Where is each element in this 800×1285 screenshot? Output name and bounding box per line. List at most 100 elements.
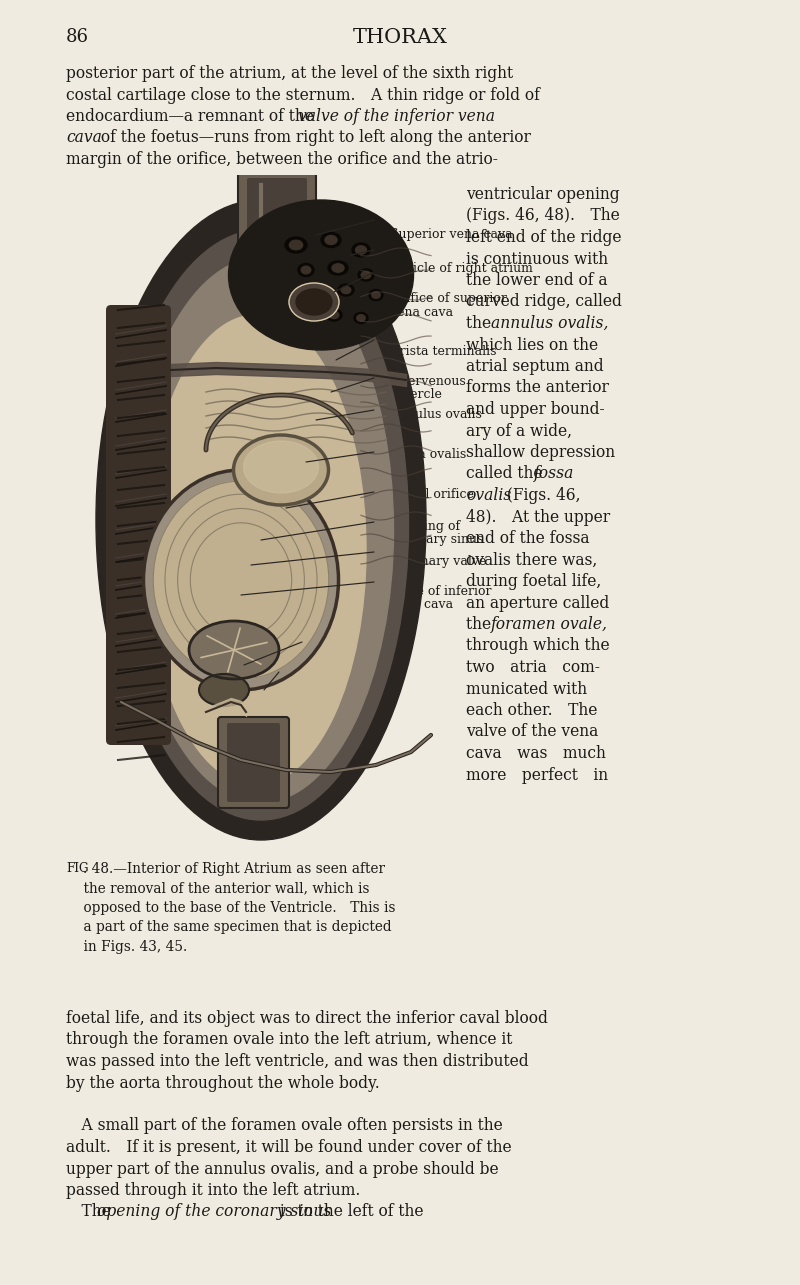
- Text: shallow depression: shallow depression: [466, 445, 615, 461]
- Ellipse shape: [325, 235, 337, 244]
- Text: Opening of: Opening of: [390, 520, 460, 533]
- Text: Coronary valve: Coronary valve: [390, 555, 486, 568]
- Text: vena cava: vena cava: [390, 599, 453, 612]
- Text: called the: called the: [466, 465, 547, 482]
- Text: passed through it into the left atrium.: passed through it into the left atrium.: [66, 1182, 360, 1199]
- Text: . 48.—Interior of Right Atrium as seen after: . 48.—Interior of Right Atrium as seen a…: [83, 862, 386, 876]
- Ellipse shape: [285, 236, 307, 253]
- Ellipse shape: [297, 306, 315, 319]
- Text: is to the left of the: is to the left of the: [275, 1204, 424, 1221]
- Text: 48). At the upper: 48). At the upper: [466, 509, 610, 526]
- Text: Superior vena cava: Superior vena cava: [390, 227, 513, 242]
- Text: curved ridge, called: curved ridge, called: [466, 293, 622, 311]
- Text: through which the: through which the: [466, 637, 610, 654]
- Ellipse shape: [154, 481, 329, 678]
- Text: fossa: fossa: [534, 465, 574, 482]
- Text: opposed to the base of the Ventricle. This is: opposed to the base of the Ventricle. Th…: [66, 901, 395, 915]
- Text: the: the: [466, 616, 496, 634]
- Text: each other. The: each other. The: [466, 702, 598, 720]
- Text: atrial septum and: atrial septum and: [466, 359, 604, 375]
- Ellipse shape: [332, 263, 344, 272]
- Ellipse shape: [321, 233, 341, 248]
- Text: Crista terminalis: Crista terminalis: [390, 344, 497, 359]
- Ellipse shape: [189, 621, 279, 678]
- Text: FIG: FIG: [66, 862, 89, 875]
- Text: a part of the same specimen that is depicted: a part of the same specimen that is depi…: [66, 920, 392, 934]
- Ellipse shape: [326, 308, 342, 321]
- Ellipse shape: [358, 269, 374, 281]
- Text: posterior part of the atrium, at the level of the sixth right: posterior part of the atrium, at the lev…: [66, 66, 513, 82]
- Text: Valve of inferior: Valve of inferior: [390, 585, 491, 598]
- Ellipse shape: [143, 470, 338, 690]
- Text: forms the anterior: forms the anterior: [466, 379, 609, 397]
- Text: more perfect in: more perfect in: [466, 766, 608, 784]
- Ellipse shape: [298, 263, 314, 276]
- Text: vena cava: vena cava: [390, 306, 453, 319]
- Text: two atria com-: two atria com-: [466, 659, 600, 676]
- Ellipse shape: [361, 271, 370, 279]
- Text: valve of the inferior vena: valve of the inferior vena: [298, 108, 495, 125]
- Text: through the foramen ovale into the left atrium, whence it: through the foramen ovale into the left …: [66, 1032, 512, 1049]
- Text: municated with: municated with: [466, 681, 587, 698]
- Ellipse shape: [354, 312, 368, 324]
- Ellipse shape: [341, 287, 350, 293]
- Text: was passed into the left ventricle, and was then distributed: was passed into the left ventricle, and …: [66, 1052, 529, 1070]
- Text: opening of the coronary sinus: opening of the coronary sinus: [97, 1204, 331, 1221]
- Text: cava: cava: [66, 130, 102, 146]
- Ellipse shape: [369, 289, 383, 301]
- Text: ventricular opening: ventricular opening: [466, 186, 620, 203]
- Text: 86: 86: [66, 28, 89, 46]
- Ellipse shape: [296, 289, 332, 315]
- Text: foetal life, and its object was to direct the inferior caval blood: foetal life, and its object was to direc…: [66, 1010, 548, 1027]
- Text: during foetal life,: during foetal life,: [466, 573, 602, 590]
- Text: THORAX: THORAX: [353, 28, 447, 48]
- Ellipse shape: [234, 436, 329, 505]
- Text: endocardium—a remnant of the: endocardium—a remnant of the: [66, 108, 318, 125]
- Text: left end of the ridge: left end of the ridge: [466, 229, 622, 245]
- Ellipse shape: [329, 311, 338, 319]
- Ellipse shape: [355, 245, 366, 254]
- Text: Cut edge of: Cut edge of: [310, 640, 384, 653]
- Ellipse shape: [229, 200, 414, 350]
- Text: the lower end of a: the lower end of a: [466, 272, 607, 289]
- Text: the: the: [466, 315, 496, 332]
- Text: foramen ovale,: foramen ovale,: [490, 616, 607, 634]
- Text: an aperture called: an aperture called: [466, 595, 610, 612]
- Ellipse shape: [338, 284, 354, 296]
- FancyBboxPatch shape: [238, 172, 316, 293]
- FancyBboxPatch shape: [218, 717, 289, 808]
- Text: costal cartilage close to the sternum. A thin ridge or fold of: costal cartilage close to the sternum. A…: [66, 86, 540, 104]
- Text: Intervenous: Intervenous: [390, 375, 466, 388]
- Text: Inferior vena cava: Inferior vena cava: [288, 669, 404, 684]
- Text: Mitral orifice: Mitral orifice: [390, 488, 474, 501]
- Ellipse shape: [352, 243, 370, 257]
- Text: ary of a wide,: ary of a wide,: [466, 423, 572, 439]
- Text: Orifice of superior: Orifice of superior: [390, 292, 507, 305]
- Text: upper part of the annulus ovalis, and a probe should be: upper part of the annulus ovalis, and a …: [66, 1160, 498, 1177]
- Text: atrial wall: atrial wall: [310, 654, 374, 667]
- Ellipse shape: [199, 675, 249, 705]
- Text: adult. If it is present, it will be found under cover of the: adult. If it is present, it will be foun…: [66, 1139, 512, 1156]
- Text: is continuous with: is continuous with: [466, 251, 608, 267]
- Text: cava was much: cava was much: [466, 745, 606, 762]
- Ellipse shape: [309, 287, 323, 298]
- Text: valve of the vena: valve of the vena: [466, 723, 598, 740]
- Ellipse shape: [301, 266, 310, 274]
- Text: A small part of the foramen ovale often persists in the: A small part of the foramen ovale often …: [66, 1118, 502, 1135]
- Text: which lies on the: which lies on the: [466, 337, 598, 353]
- Text: ovalis there was,: ovalis there was,: [466, 551, 598, 568]
- Text: The: The: [66, 1204, 116, 1221]
- Text: end of the fossa: end of the fossa: [466, 529, 590, 547]
- FancyBboxPatch shape: [227, 723, 280, 802]
- Ellipse shape: [290, 240, 302, 249]
- Text: of the foetus—runs from right to left along the anterior: of the foetus—runs from right to left al…: [96, 130, 531, 146]
- Text: Annulus ovalis: Annulus ovalis: [390, 409, 482, 421]
- Text: Fossa ovalis: Fossa ovalis: [390, 448, 466, 461]
- Text: ovalis: ovalis: [466, 487, 511, 504]
- FancyBboxPatch shape: [106, 305, 171, 745]
- Text: tubercle: tubercle: [390, 388, 443, 401]
- Text: (Figs. 46, 48). The: (Figs. 46, 48). The: [466, 207, 620, 225]
- Ellipse shape: [114, 230, 409, 820]
- Ellipse shape: [372, 292, 380, 298]
- Ellipse shape: [328, 261, 348, 275]
